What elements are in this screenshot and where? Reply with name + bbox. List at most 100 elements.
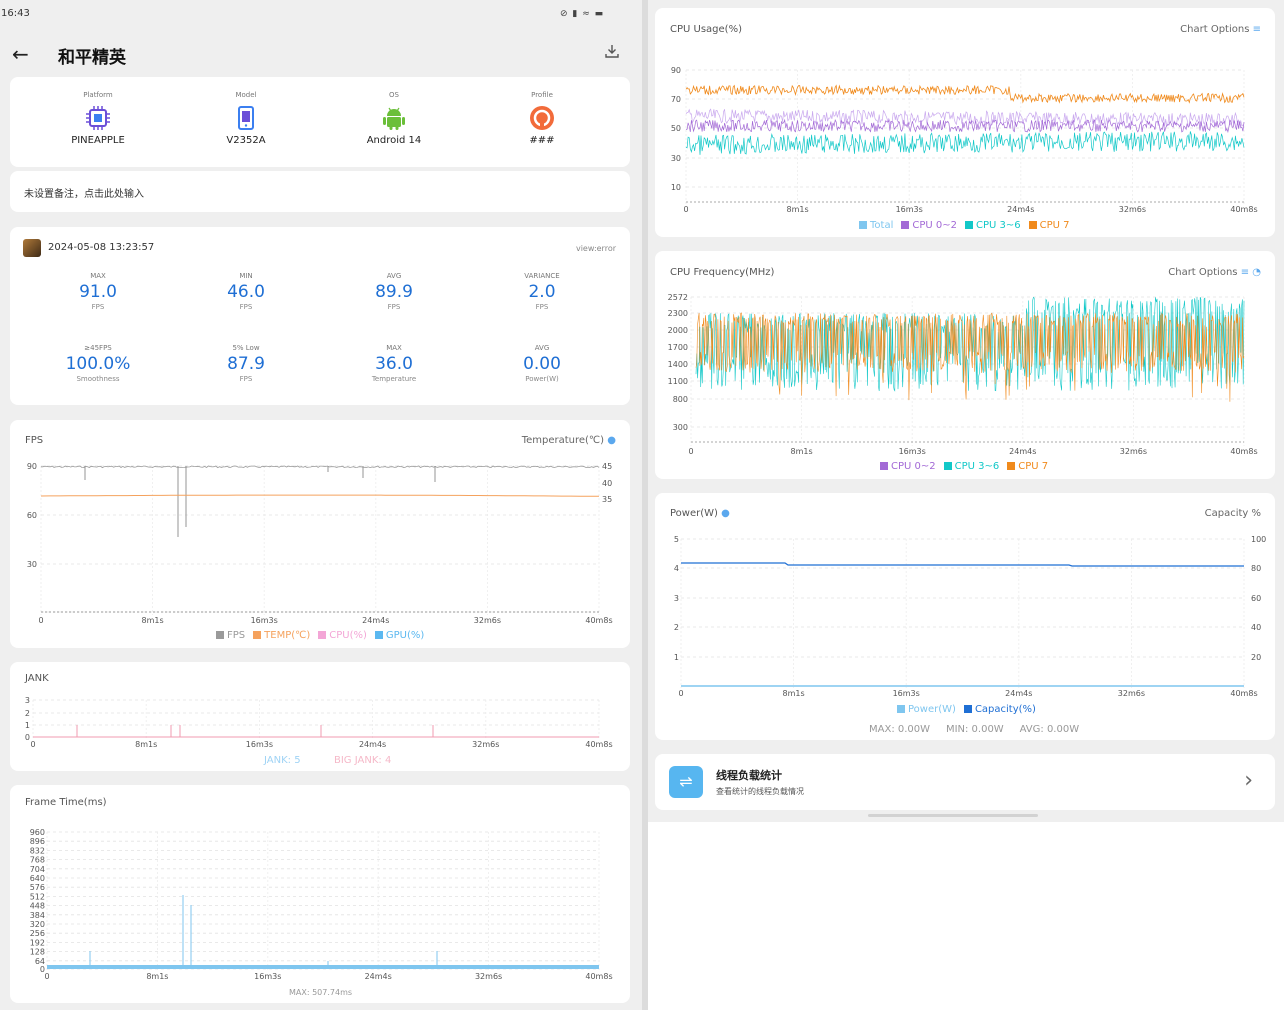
jank-chart-title: JANK bbox=[25, 673, 49, 684]
os-info: OS Android 14 bbox=[366, 91, 422, 146]
capacity-axis-title: Capacity % bbox=[1204, 508, 1261, 519]
y2-tick-label: 20 bbox=[1251, 653, 1261, 662]
fps-chart-legend: FPS TEMP(℃) CPU(%) GPU(%) bbox=[208, 630, 424, 641]
legend-item[interactable]: CPU 3~6 bbox=[975, 220, 1021, 231]
legend-swatch bbox=[943, 462, 952, 470]
y-tick-label: 4 bbox=[674, 564, 679, 573]
thread-load-card[interactable]: ⇌ 线程负载统计 查看统计的线程负载情况 › bbox=[655, 754, 1275, 810]
y-tick-label: 60 bbox=[27, 511, 37, 520]
x-tick-label: 0 bbox=[30, 740, 35, 749]
left-pane: 16:43 ⊘ ▮ ≈ ▬ ← 和平精英 Platform PINEAPPLE … bbox=[1, 8, 630, 1003]
stat-max-fps: MAX 91.0 FPS bbox=[79, 272, 117, 311]
toggle-icon: ● bbox=[721, 508, 730, 519]
legend-item[interactable]: CPU 0~2 bbox=[912, 220, 957, 231]
download-icon bbox=[605, 45, 619, 58]
list-icon: ≡ bbox=[1240, 267, 1250, 278]
legend-item[interactable]: CPU(%) bbox=[329, 630, 367, 641]
capacity-series-line bbox=[681, 562, 1244, 567]
phone-icon bbox=[233, 105, 259, 131]
y-tick-label: 800 bbox=[673, 395, 688, 404]
y-tick-label: 10 bbox=[671, 183, 681, 192]
frame-time-band bbox=[47, 965, 599, 969]
y-tick-label: 1700 bbox=[668, 343, 688, 352]
legend-swatch bbox=[1007, 462, 1016, 470]
x-tick-label: 8m1s bbox=[787, 205, 809, 214]
fps-chart-title: FPS bbox=[25, 435, 44, 446]
y-tick-label: 2 bbox=[25, 709, 30, 718]
y-tick-label: 448 bbox=[30, 902, 45, 911]
y2-tick-label: 40 bbox=[602, 479, 612, 488]
x-tick-label: 8m1s bbox=[135, 740, 157, 749]
legend-item[interactable]: FPS bbox=[227, 630, 246, 641]
stat-max-temperature: MAX 36.0 Temperature bbox=[371, 344, 417, 383]
temperature-axis-title[interactable]: Temperature(℃) ● bbox=[521, 435, 616, 446]
y-tick-label: 3 bbox=[25, 696, 30, 705]
scroll-handle[interactable] bbox=[868, 814, 1038, 817]
y2-tick-label: 60 bbox=[1251, 594, 1261, 603]
y-tick-label: 896 bbox=[30, 837, 45, 846]
list-icon: ≡ bbox=[1252, 24, 1261, 35]
legend-swatch bbox=[963, 705, 972, 713]
legend-item[interactable]: CPU 3~6 bbox=[954, 461, 1000, 472]
view-error-link[interactable]: view:error bbox=[575, 244, 616, 253]
y-tick-label: 832 bbox=[30, 846, 45, 855]
y-tick-label: 50 bbox=[671, 124, 681, 133]
y-tick-label: 256 bbox=[30, 929, 45, 938]
thread-load-title: 线程负载统计 bbox=[716, 769, 782, 782]
x-tick-label: 0 bbox=[683, 205, 688, 214]
x-tick-label: 24m4s bbox=[1005, 689, 1032, 698]
power-chart-card: Power(W) ● Capacity % 5 4 3 2 1 0 8m1s 16m3s 24m… bbox=[655, 493, 1275, 740]
stat-5pct-low: 5% Low 87.9 FPS bbox=[227, 344, 265, 383]
y-tick-label: 0 bbox=[40, 965, 45, 974]
legend-item[interactable]: Power(W) bbox=[908, 704, 956, 715]
arrow-left-icon: ← bbox=[12, 42, 29, 66]
legend-item[interactable]: Total bbox=[870, 220, 894, 231]
pane-divider[interactable] bbox=[642, 0, 648, 1010]
frame-time-max: MAX: 507.74ms bbox=[289, 988, 353, 997]
x-tick-label: 24m4s bbox=[362, 616, 389, 625]
x-tick-label: 32m6s bbox=[1120, 447, 1147, 456]
legend-item[interactable]: Capacity(%) bbox=[974, 704, 1036, 715]
download-button[interactable] bbox=[605, 44, 619, 62]
pie-icon: ◔ bbox=[1252, 267, 1261, 278]
y-tick-label: 1400 bbox=[668, 360, 688, 369]
cpu-usage-chart-options[interactable]: Chart Options ≡ bbox=[1180, 24, 1261, 35]
legend-item[interactable]: CPU 7 bbox=[1039, 220, 1070, 231]
power-chart: 5 4 3 2 1 0 8m1s 16m3s 24m4s 32m6s 40m8s 100 80 60 40 2… bbox=[674, 535, 1266, 698]
x-tick-label: 0 bbox=[678, 689, 683, 698]
legend-swatch bbox=[964, 221, 973, 229]
x-tick-label: 8m1s bbox=[783, 689, 805, 698]
cpu-7-series-line bbox=[685, 84, 1245, 104]
x-tick-label: 24m4s bbox=[365, 972, 392, 981]
page-title: 和平精英 bbox=[58, 48, 126, 68]
power-chart-title-wrap[interactable]: Power(W) ● bbox=[670, 508, 730, 519]
fps-chart-card: FPS Temperature(℃) ● 90 60 30 0 8m1s 16m3s 24m… bbox=[10, 420, 630, 648]
legend-item[interactable]: CPU 7 bbox=[1018, 461, 1049, 472]
thread-load-subtitle: 查看统计的线程负载情况 bbox=[716, 787, 804, 796]
note-input[interactable]: 未设置备注，点击此处输入 bbox=[10, 171, 630, 212]
right-pane: CPU Usage(%) Chart Options ≡ 90 70 50 30 10 0… bbox=[648, 0, 1284, 822]
x-tick-label: 24m4s bbox=[1007, 205, 1034, 214]
temperature-series-line bbox=[40, 494, 599, 497]
y-tick-label: 2 bbox=[674, 623, 679, 632]
x-tick-label: 40m8s bbox=[1230, 205, 1257, 214]
x-tick-label: 0 bbox=[38, 616, 43, 625]
y-tick-label: 960 bbox=[30, 828, 45, 837]
cpu-frequency-chart-options[interactable]: Chart Options ≡ ◔ bbox=[1168, 267, 1261, 278]
legend-item[interactable]: CPU 0~2 bbox=[891, 461, 936, 472]
cpu-0-2-series-line bbox=[685, 118, 1245, 134]
x-tick-label: 0 bbox=[44, 972, 49, 981]
x-tick-label: 24m4s bbox=[1009, 447, 1036, 456]
session-date: 2024-05-08 13:23:57 bbox=[48, 242, 155, 253]
back-button[interactable]: ← bbox=[12, 42, 29, 66]
jank-chart-card: JANK 3 2 1 0 0 8m1s 16m3s 24m4s 32m6s 40m8s JANK:… bbox=[10, 662, 630, 771]
x-tick-label: 32m6s bbox=[475, 972, 502, 981]
profile-info: Profile ### bbox=[529, 91, 555, 146]
toggle-icon: ● bbox=[607, 435, 616, 446]
frame-time-chart-card: Frame Time(ms) 960 896 832 768 704 640 576 512 4… bbox=[10, 785, 630, 1003]
legend-swatch bbox=[216, 631, 224, 639]
legend-item[interactable]: GPU(%) bbox=[385, 630, 425, 641]
y-tick-label: 1 bbox=[674, 653, 679, 662]
y-tick-label: 2000 bbox=[668, 326, 688, 335]
legend-item[interactable]: TEMP(℃) bbox=[264, 630, 311, 641]
